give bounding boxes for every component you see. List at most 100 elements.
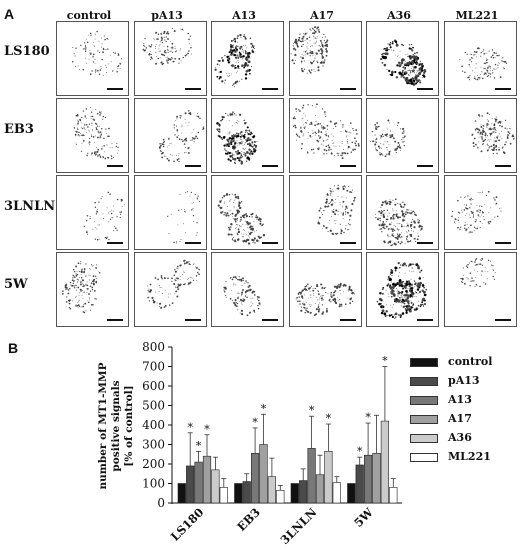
micrograph-3lnln-a13 — [211, 175, 284, 250]
micrograph-eb3-control — [56, 98, 129, 173]
cell-image — [380, 39, 427, 86]
scale-bar — [417, 88, 433, 90]
y-tick-label: 800 — [142, 340, 165, 354]
y-tick-label: 100 — [142, 477, 165, 491]
significance-mark: * — [196, 439, 202, 452]
micrograph-eb3-a13 — [211, 98, 284, 173]
scale-bar — [340, 242, 356, 244]
micrograph-ls180-a13 — [211, 21, 284, 96]
significance-mark: * — [261, 402, 267, 415]
bar-eb3-a36 — [267, 476, 277, 504]
bar-eb3-ml221 — [276, 490, 285, 504]
legend-swatch — [410, 377, 438, 386]
cell-image — [72, 30, 123, 76]
col-head-a13: A13 — [232, 9, 256, 22]
bar-eb3-a13 — [251, 452, 260, 504]
scale-bar — [340, 319, 356, 321]
y-tick-label: 600 — [142, 379, 165, 393]
significance-mark: * — [204, 423, 210, 436]
scale-bar — [495, 88, 511, 90]
scale-bar — [340, 165, 356, 167]
cell-image — [459, 47, 508, 81]
cell-image — [295, 282, 355, 317]
scale-bar — [262, 88, 278, 90]
micrograph-ls180-a36 — [366, 21, 439, 96]
cell-image — [290, 26, 329, 74]
bar-chart: number of MT1-MMP positive signals [% of c… — [97, 340, 402, 547]
cell-image — [460, 257, 496, 288]
cell-image — [223, 275, 261, 317]
bar-5w-control — [347, 483, 356, 504]
cell-image — [292, 103, 360, 160]
bars: ***** ***** — [177, 355, 398, 504]
cell-image — [375, 198, 423, 247]
y-tick-label: 700 — [142, 360, 165, 374]
cell-image — [217, 192, 266, 245]
y-tick-label: 0 — [157, 496, 165, 510]
legend-swatch — [410, 453, 438, 462]
scale-bar — [185, 88, 201, 90]
micrograph-ls180-ml221 — [444, 21, 517, 96]
bar-3lnln-ml221 — [332, 482, 341, 504]
col-head-pa13: pA13 — [151, 9, 183, 22]
bar-5w-a36 — [380, 420, 390, 504]
col-head-ml221: ML221 — [455, 9, 499, 22]
col-head-a36: A36 — [387, 9, 411, 22]
significance-mark: * — [187, 421, 193, 434]
bar-ls180-a36 — [211, 469, 220, 504]
micrograph-5w-a36 — [366, 252, 439, 327]
micrograph-5w-control — [56, 252, 129, 327]
axes: 0 100 200 300 400 500 600 700 800 LS180 EB3 3LNLN 5W — [142, 340, 402, 547]
micrograph-5w-a13 — [211, 252, 284, 327]
cell-image — [142, 27, 192, 66]
y-tick-label: 200 — [142, 457, 165, 471]
micrograph-eb3-ml221 — [444, 98, 517, 173]
cell-image — [370, 119, 406, 158]
legend-label: ML221 — [448, 450, 491, 463]
row-head-eb3: EB3 — [4, 122, 34, 137]
bar-5w-pa13 — [355, 464, 364, 504]
bar-3lnln-control — [290, 483, 299, 504]
bar-3lnln-pa13 — [299, 480, 308, 504]
scale-bar — [417, 242, 433, 244]
cell-image — [62, 261, 101, 314]
bar-eb3-a17 — [259, 444, 268, 504]
micrograph-5w-pa13 — [134, 252, 207, 327]
significance-mark: * — [252, 416, 258, 429]
cell-image — [216, 111, 258, 165]
y-axis-label-line: positive signals — [110, 380, 122, 471]
cell-image — [147, 259, 200, 309]
bar-ls180-ml221 — [219, 487, 228, 504]
scale-bar — [262, 242, 278, 244]
scale-bar — [107, 88, 123, 90]
cell-image — [317, 184, 356, 235]
scale-bar — [340, 88, 356, 90]
panel-a-letter: A — [4, 6, 15, 22]
significance-mark: * — [365, 411, 371, 424]
significance-mark: * — [357, 445, 363, 458]
bar-eb3-pa13 — [242, 481, 251, 504]
x-tick-label-ls180: LS180 — [168, 505, 206, 543]
micrograph-3lnln-a36 — [366, 175, 439, 250]
legend-label: A17 — [448, 412, 472, 425]
bar-5w-ml221 — [389, 487, 398, 504]
bar-ls180-pa13 — [186, 465, 195, 504]
scale-bar — [107, 165, 123, 167]
bar-ls180-a13 — [194, 461, 203, 504]
y-axis-label-line: [% of control] — [123, 385, 135, 466]
scale-bar — [417, 165, 433, 167]
significance-mark: * — [326, 412, 332, 425]
legend-label: A36 — [448, 431, 472, 444]
x-tick-label-3lnln: 3LNLN — [278, 505, 320, 547]
y-tick-label: 400 — [142, 418, 165, 432]
scale-bar — [185, 242, 201, 244]
row-head-3lnln: 3LNLN — [4, 199, 56, 214]
legend-swatch — [410, 358, 438, 367]
micrograph-5w-ml221 — [444, 252, 517, 327]
bar-5w-a17 — [372, 452, 381, 504]
scale-bar — [185, 165, 201, 167]
micrograph-3lnln-control — [56, 175, 129, 250]
x-tick-label-eb3: EB3 — [234, 505, 263, 534]
micrograph-ls180-pa13 — [134, 21, 207, 96]
micrograph-eb3-pa13 — [134, 98, 207, 173]
